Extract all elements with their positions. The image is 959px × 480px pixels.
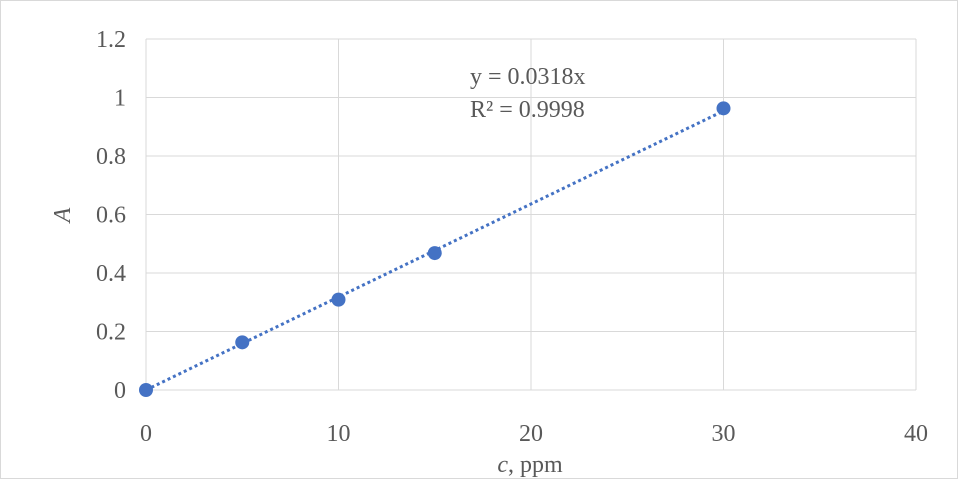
- x-tick-label: 10: [327, 421, 351, 447]
- x-axis-ticks: 0 10 20 30 40: [140, 421, 928, 447]
- y-tick-label: 1.2: [96, 27, 126, 53]
- x-axis-title: c, ppm: [497, 452, 563, 478]
- y-tick-label: 0.6: [96, 203, 126, 229]
- x-tick-label: 0: [140, 421, 152, 447]
- x-axis-variable: c: [497, 452, 508, 478]
- y-axis-ticks: 0 0.2 0.4 0.6 0.8 1 1.2: [96, 27, 126, 404]
- x-axis-unit: , ppm: [508, 452, 563, 478]
- data-point: [716, 101, 731, 116]
- y-tick-label: 0.2: [96, 320, 126, 346]
- y-tick-label: 0.4: [96, 261, 126, 287]
- data-points: [139, 101, 731, 397]
- y-axis-title: A: [50, 207, 76, 224]
- trendline-r-squared: R² = 0.9998: [470, 97, 585, 123]
- data-point: [331, 292, 346, 307]
- y-tick-label: 1: [114, 86, 126, 112]
- gridlines: [145, 38, 917, 391]
- trendline-equation: y = 0.0318x: [470, 64, 586, 90]
- y-tick-label: 0.8: [96, 144, 126, 170]
- x-tick-label: 40: [904, 421, 928, 447]
- x-tick-label: 30: [712, 421, 736, 447]
- data-point: [139, 383, 153, 397]
- data-point: [427, 246, 442, 261]
- y-tick-label: 0: [114, 378, 126, 404]
- x-tick-label: 20: [519, 421, 543, 447]
- data-point: [235, 335, 250, 350]
